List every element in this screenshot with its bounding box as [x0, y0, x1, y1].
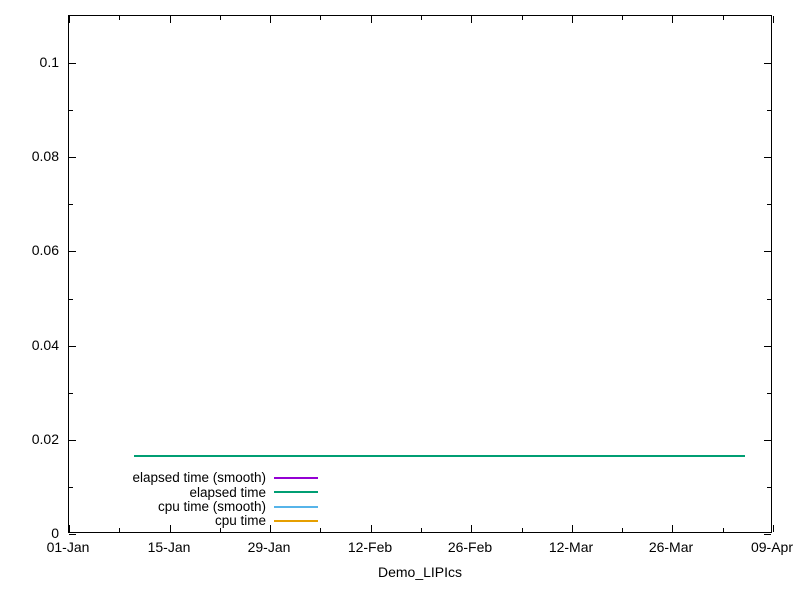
- x-major-tick-mirror: [270, 16, 271, 23]
- x-tick-label: 09-Apr: [750, 539, 794, 555]
- legend-row: cpu time (smooth): [69, 499, 318, 515]
- x-major-tick: [471, 525, 472, 532]
- legend-line-sample: [274, 491, 318, 494]
- data-line-elapsed-time: [134, 455, 745, 457]
- x-major-tick-mirror: [170, 16, 171, 23]
- legend-row: elapsed time (smooth): [69, 470, 318, 486]
- x-major-tick-mirror: [69, 16, 70, 23]
- x-minor-tick-mirror: [119, 16, 120, 20]
- legend-label: elapsed time: [189, 484, 266, 500]
- legend-label: cpu time: [214, 513, 266, 529]
- x-minor-tick-mirror: [320, 16, 321, 20]
- legend-row: elapsed time: [69, 484, 318, 500]
- x-major-tick-mirror: [471, 16, 472, 23]
- x-axis-title: Demo_LIPIcs: [377, 564, 463, 580]
- legend-line-sample: [274, 505, 318, 508]
- x-major-tick: [69, 525, 70, 532]
- x-major-tick-mirror: [572, 16, 573, 23]
- legend-row: cpu time: [69, 513, 318, 529]
- x-minor-tick: [522, 528, 523, 532]
- x-minor-tick-mirror: [622, 16, 623, 20]
- y-minor-tick: [69, 393, 73, 394]
- y-tick-label: 0.1: [39, 54, 59, 70]
- y-tick-label: 0.04: [31, 337, 59, 353]
- x-major-tick: [371, 525, 372, 532]
- x-minor-tick: [119, 528, 120, 532]
- y-minor-tick-mirror: [767, 299, 771, 300]
- y-major-tick-mirror: [764, 440, 771, 441]
- x-minor-tick: [320, 528, 321, 532]
- y-major-tick: [69, 63, 76, 64]
- x-minor-tick: [723, 528, 724, 532]
- x-major-tick: [270, 525, 271, 532]
- x-major-tick: [170, 525, 171, 532]
- x-tick-label: 29-Jan: [247, 539, 291, 555]
- y-major-tick: [69, 157, 76, 158]
- x-tick-label: 12-Mar: [548, 539, 594, 555]
- y-major-tick-mirror: [764, 346, 771, 347]
- y-minor-tick: [69, 299, 73, 300]
- y-minor-tick-mirror: [767, 487, 771, 488]
- x-major-tick-mirror: [773, 16, 774, 23]
- x-major-tick: [672, 525, 673, 532]
- x-major-tick: [773, 525, 774, 532]
- x-major-tick-mirror: [672, 16, 673, 23]
- y-minor-tick-mirror: [767, 393, 771, 394]
- legend: elapsed time (smooth) elapsed time cpu tim…: [69, 470, 318, 529]
- y-major-tick-mirror: [764, 63, 771, 64]
- y-major-tick-mirror: [764, 534, 771, 535]
- x-minor-tick-mirror: [220, 16, 221, 20]
- legend-line-sample: [274, 476, 318, 479]
- y-minor-tick: [69, 110, 73, 111]
- x-minor-tick: [622, 528, 623, 532]
- y-tick-label: 0.06: [31, 242, 59, 258]
- x-minor-tick: [220, 528, 221, 532]
- x-major-tick-mirror: [371, 16, 372, 23]
- x-tick-label: 26-Mar: [648, 539, 694, 555]
- y-minor-tick: [69, 204, 73, 205]
- y-major-tick: [69, 534, 76, 535]
- x-minor-tick-mirror: [723, 16, 724, 20]
- x-minor-tick-mirror: [421, 16, 422, 20]
- y-tick-label: 0.08: [31, 148, 59, 164]
- x-major-tick: [572, 525, 573, 532]
- plot-area: elapsed time (smooth) elapsed time cpu tim…: [68, 15, 774, 535]
- x-minor-tick-mirror: [522, 16, 523, 20]
- legend-label: elapsed time (smooth): [132, 470, 266, 486]
- x-minor-tick: [421, 528, 422, 532]
- y-major-tick: [69, 251, 76, 252]
- y-minor-tick-mirror: [767, 204, 771, 205]
- legend-label: cpu time (smooth): [157, 499, 266, 515]
- y-major-tick: [69, 440, 76, 441]
- y-major-tick: [69, 346, 76, 347]
- y-tick-label: 0.02: [31, 431, 59, 447]
- y-major-tick-mirror: [764, 251, 771, 252]
- x-tick-label: 01-Jan: [46, 539, 90, 555]
- x-tick-label: 15-Jan: [147, 539, 191, 555]
- legend-line-sample: [274, 519, 318, 522]
- y-tick-label: 0: [51, 525, 59, 541]
- y-minor-tick: [69, 487, 73, 488]
- y-major-tick-mirror: [764, 157, 771, 158]
- x-tick-label: 26-Feb: [447, 539, 493, 555]
- y-minor-tick-mirror: [767, 110, 771, 111]
- x-tick-label: 12-Feb: [347, 539, 393, 555]
